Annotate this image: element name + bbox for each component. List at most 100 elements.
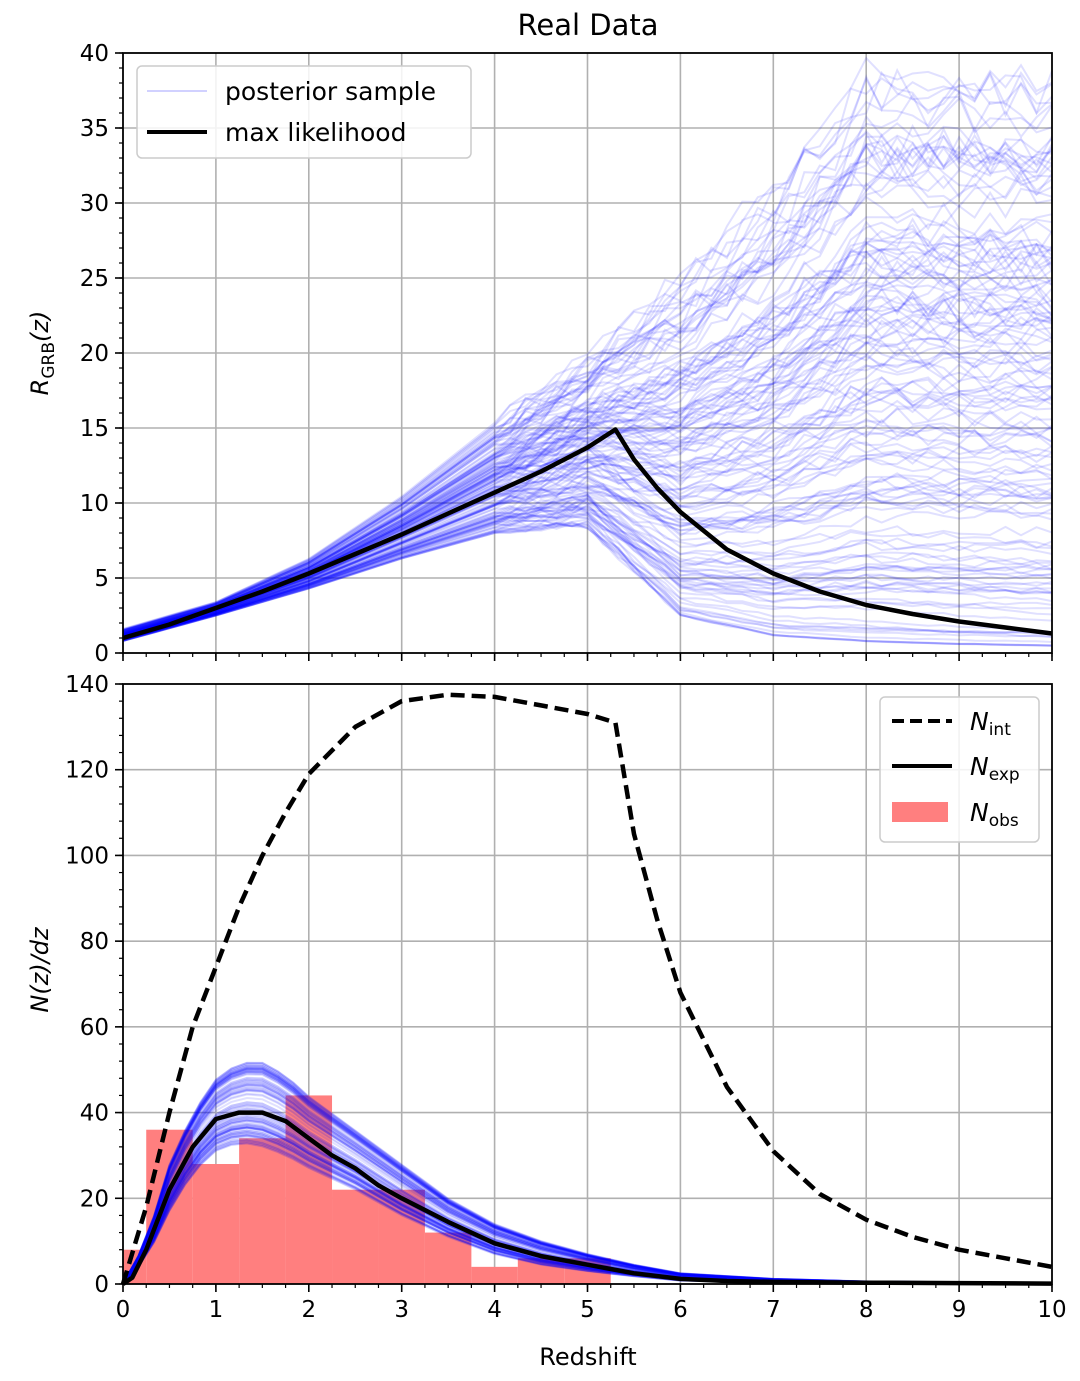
- top-posterior-sample-line: [122, 95, 1053, 632]
- bot-series-n-int: [120, 692, 1053, 1285]
- histogram-bar: [146, 1129, 193, 1284]
- top-posterior-sample-line: [122, 218, 1053, 635]
- histogram-bar: [332, 1189, 379, 1284]
- bot-x-tick-label: 9: [952, 1297, 967, 1323]
- top-posterior-sample-line: [122, 123, 1053, 632]
- top-posterior-sample-line: [122, 522, 1053, 647]
- top-posterior-sample-line: [122, 442, 1053, 638]
- top-posterior-sample-line: [122, 72, 1053, 631]
- bot-x-tick-label: 3: [394, 1297, 409, 1323]
- top-posterior-sample-line: [122, 473, 1053, 639]
- top-y-tick-labels: 0 5 10 15 20 25 30 35 40: [80, 41, 109, 667]
- top-posterior-sample-line: [122, 406, 1053, 638]
- top-posterior-sample-line: [122, 474, 1053, 640]
- top-posterior-sample-line: [122, 456, 1053, 638]
- top-posterior-sample-line: [122, 266, 1053, 634]
- top-posterior-sample-line: [122, 483, 1053, 639]
- bot-y-tick-label: 20: [80, 1186, 109, 1212]
- top-series-lines: [122, 427, 1053, 641]
- histogram-bar: [517, 1258, 565, 1284]
- top-posterior-sample-line: [122, 503, 1053, 642]
- top-posterior-sample-line: [122, 187, 1053, 634]
- top-legend: posterior sample max likelihood: [136, 65, 472, 159]
- top-posterior-sample-line: [122, 441, 1053, 638]
- top-posterior-sample-line: [122, 511, 1053, 642]
- bottom-panel-number-chart: 0 20 40 60 80 100 120 140 0 1 2 3 4 5 6 7 8 9 10 Redshift…: [26, 672, 1067, 1371]
- top-posterior-sample-line: [122, 497, 1052, 640]
- bot-x-tick-label: 6: [673, 1297, 688, 1323]
- top-posterior-sample-line: [122, 137, 1053, 633]
- top-posterior-sample-line: [122, 125, 1053, 632]
- top-posterior-sample-line: [122, 70, 1053, 631]
- top-posterior-sample-line: [122, 429, 1053, 638]
- top-posterior-sample-line: [122, 243, 1053, 635]
- top-posterior-sample-line: [122, 448, 1053, 638]
- top-posterior-sample-line: [122, 201, 1053, 634]
- top-y-tick-label: 40: [80, 41, 109, 67]
- top-posterior-sample-line: [122, 168, 1053, 634]
- top-posterior-sample-line: [122, 524, 1053, 642]
- top-posterior-sample-line: [122, 141, 1053, 633]
- top-posterior-sample-line: [122, 521, 1053, 642]
- top-posterior-sample-line: [122, 223, 1053, 634]
- top-posterior-sample-line: [122, 488, 1053, 639]
- bot-x-tick-label: 5: [580, 1297, 595, 1323]
- top-posterior-sample-line: [122, 490, 1053, 640]
- top-posterior-sample-line: [122, 522, 1053, 647]
- top-posterior-sample-line: [122, 522, 1053, 647]
- histogram-bar: [424, 1232, 472, 1284]
- top-posterior-sample-line: [122, 259, 1053, 635]
- top-posterior-sample-line: [122, 515, 1053, 641]
- top-posterior-sample-line: [122, 495, 1053, 641]
- top-axes: [115, 52, 1053, 661]
- top-posterior-sample-line: [122, 287, 1053, 635]
- top-posterior-sample-line: [122, 134, 1053, 632]
- top-y-tick-label: 20: [80, 341, 109, 367]
- top-panel-rate-chart: 0 5 10 15 20 25 30 35 40 RGRB(z) posterior sampl…: [26, 41, 1053, 667]
- top-posterior-sample-line: [122, 240, 1053, 635]
- bottom-y-tick-labels: 0 20 40 60 80 100 120 140: [65, 672, 109, 1298]
- bot-y-tick-label: 80: [80, 929, 109, 955]
- bottom-legend-obs-label: Nobs: [970, 798, 1019, 831]
- bottom-legend: Nint Nexp Nobs: [879, 696, 1040, 843]
- top-posterior-sample-line: [122, 90, 1053, 632]
- top-posterior-sample-line: [122, 479, 1053, 640]
- top-posterior-sample-line: [122, 504, 1053, 641]
- top-posterior-sample-line: [122, 485, 1053, 640]
- top-posterior-sample-line: [122, 475, 1053, 639]
- top-posterior-sample-line: [122, 515, 1053, 642]
- bot-plot-frame: [122, 683, 1053, 1285]
- top-posterior-sample-line: [122, 495, 1053, 641]
- top-posterior-sample-line: [122, 146, 1053, 633]
- top-posterior-sample-line: [122, 385, 1053, 638]
- top-posterior-sample-line: [122, 418, 1052, 638]
- top-posterior-sample-line: [122, 512, 1053, 642]
- top-posterior-sample-line: [122, 494, 1053, 640]
- top-posterior-sample-line: [122, 420, 1053, 639]
- top-posterior-sample-line: [122, 493, 1053, 641]
- top-posterior-sample-line: [122, 496, 1053, 640]
- top-posterior-sample-line: [122, 235, 1053, 635]
- top-posterior-sample-line: [122, 493, 1052, 641]
- top-posterior-sample-line: [122, 395, 1053, 638]
- top-posterior-sample-line: [122, 503, 1053, 642]
- bot-x-tick-label: 7: [766, 1297, 781, 1323]
- top-y-tick-label: 25: [80, 266, 109, 292]
- top-posterior-sample-line: [122, 495, 1053, 641]
- top-posterior-sample-line: [122, 126, 1053, 632]
- top-posterior-sample-line: [122, 497, 1053, 641]
- top-posterior-sample-line: [122, 233, 1053, 634]
- top-posterior-sample-line: [122, 480, 1053, 639]
- bot-y-tick-label: 100: [65, 843, 109, 869]
- top-posterior-sample-line: [122, 473, 1053, 639]
- histogram-bar: [192, 1164, 240, 1284]
- bot-x-tick-label: 1: [209, 1297, 224, 1323]
- top-posterior-sample-line: [122, 520, 1053, 642]
- top-posterior-sample-line: [122, 133, 1053, 632]
- top-posterior-sample-line: [122, 170, 1053, 633]
- top-posterior-sample-line: [122, 520, 1053, 643]
- top-series-max-likelihood: [122, 427, 1053, 641]
- top-posterior-sample-line: [122, 504, 1053, 642]
- top-posterior-sample-line: [122, 56, 1053, 630]
- top-y-tick-label: 35: [80, 116, 109, 142]
